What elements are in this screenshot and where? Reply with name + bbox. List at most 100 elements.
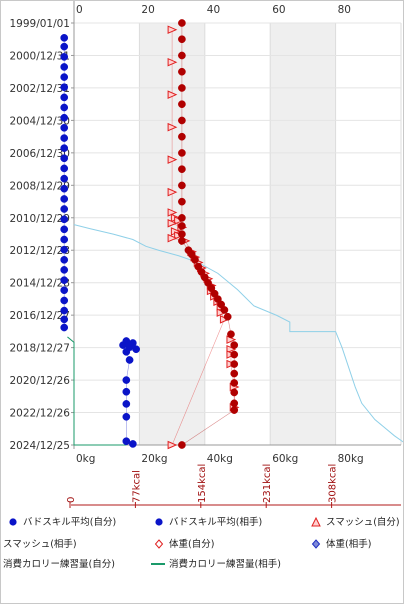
point-s0-11 [60, 144, 69, 152]
point-s0-14 [60, 174, 69, 183]
legend-label-5: 体重(相手) [326, 538, 371, 550]
legend-triangle-icon [311, 516, 321, 527]
point-s4-11 [178, 197, 186, 206]
y-tick-label-4: 2006/12/30 [9, 148, 70, 160]
x-top-tick-label-3: 60 [272, 4, 285, 16]
x-axis-top-labels: 02040608010 [76, 4, 351, 16]
point-s4-2 [178, 51, 186, 60]
y-tick-label-5: 2008/12/29 [9, 180, 70, 192]
series-marks [60, 19, 240, 450]
point-s4-15 [178, 237, 186, 245]
legend-item-4: 体重(自分) [154, 538, 214, 550]
point-s4-32 [230, 360, 239, 368]
legend-diamond-icon [311, 539, 321, 549]
point-s1-4 [132, 345, 140, 354]
point-s0-1 [60, 42, 69, 51]
point-s4-1 [178, 35, 186, 44]
kcal-tick-label-4: 308kcal [328, 464, 339, 503]
point-s4-3 [178, 67, 186, 76]
x-top-tick-label-0: 0 [76, 4, 83, 16]
point-s4-6 [178, 116, 186, 125]
legend-item-7: 消費カロリー練習量(相手) [151, 558, 281, 570]
point-s2-2 [167, 90, 178, 99]
point-s4-38 [178, 441, 186, 449]
legend-label-3: スマッシュ(相手) [3, 538, 77, 550]
point-s0-25 [60, 286, 69, 295]
point-s0-18 [60, 215, 69, 224]
legend-item-2: スマッシュ(自分) [311, 516, 400, 528]
point-s0-27 [60, 306, 69, 315]
legend-label-6: 消費カロリー練習量(自分) [3, 558, 115, 570]
point-s0-21 [60, 245, 69, 254]
point-s2-28 [167, 440, 178, 450]
point-s0-8 [60, 113, 69, 122]
point-s4-18 [191, 255, 199, 264]
series-line-7 [67, 336, 127, 446]
point-s0-13 [60, 164, 69, 173]
point-s2-9 [167, 218, 178, 228]
x-top-tick-label-2: 40 [207, 4, 220, 16]
x-bottom-tick-label-1: 20kg [141, 453, 167, 465]
point-s0-29 [60, 323, 69, 332]
point-s2-0 [167, 25, 178, 34]
point-s0-24 [60, 276, 69, 285]
legend-label-2: スマッシュ(自分) [326, 516, 400, 528]
point-s4-8 [178, 149, 186, 157]
y-tick-label-9: 2016/12/27 [9, 310, 70, 322]
point-s0-6 [60, 93, 69, 102]
y-tick-label-13: 2024/12/25 [9, 440, 70, 452]
point-s1-7 [122, 376, 131, 384]
kcal-tick-label-3: 231kcal [262, 464, 273, 503]
point-s2-3 [167, 122, 178, 132]
point-s0-3 [60, 63, 69, 71]
point-s0-28 [60, 315, 69, 324]
legend-label-7: 消費カロリー練習量(相手) [169, 558, 281, 570]
y-tick-label-6: 2010/12/29 [9, 213, 70, 225]
point-s4-37 [230, 406, 239, 414]
y-tick-label-11: 2020/12/26 [9, 375, 70, 387]
point-s1-8 [122, 387, 131, 396]
point-s4-31 [230, 350, 239, 359]
point-s0-9 [60, 123, 69, 132]
x-bottom-tick-label-0: 0kg [76, 453, 95, 465]
point-s0-10 [60, 134, 69, 142]
point-s2-4 [167, 155, 178, 164]
point-s4-0 [178, 19, 186, 27]
point-s1-2 [119, 341, 127, 349]
point-s1-10 [122, 412, 131, 421]
point-s0-23 [60, 266, 69, 274]
point-s4-34 [230, 379, 239, 387]
x-bottom-tick-label-3: 60kg [272, 453, 298, 465]
y-axis-labels: 1999/01/01 2000/12/31 2002/12/31 2004/12/30… [9, 18, 74, 452]
point-s2-13 [167, 233, 178, 243]
x-axis-bottom-labels: 0kg 20kg 40kg 60kg 80kg [76, 453, 364, 465]
x-top-tick-label-1: 20 [141, 4, 154, 16]
point-s0-5 [60, 83, 69, 92]
point-s1-6 [125, 356, 134, 364]
point-s0-26 [60, 296, 69, 305]
legend-circle-icon [9, 518, 17, 526]
x-top-tick-label-4: 80 [338, 4, 351, 16]
point-s4-10 [178, 181, 186, 190]
point-s1-5 [122, 347, 131, 356]
point-s4-14 [178, 230, 186, 238]
legend-item-3: スマッシュ(相手) [3, 538, 77, 550]
point-s4-12 [178, 214, 186, 222]
legend-label-1: バドスキル平均(相手) [169, 516, 262, 528]
x-bottom-tick-label-2: 40kg [207, 453, 233, 465]
y-tick-label-0: 1999/01/01 [9, 18, 70, 30]
point-s0-22 [60, 255, 69, 264]
point-s4-28 [223, 312, 232, 321]
y-tick-label-10: 2018/12/27 [9, 343, 70, 355]
point-s0-7 [60, 103, 69, 112]
kcal-tick-label-1: 77kcal [131, 470, 142, 503]
grid-lines [73, 22, 402, 446]
point-s4-33 [230, 369, 239, 378]
y-tick-label-8: 2014/12/28 [9, 278, 70, 290]
point-s4-5 [178, 100, 186, 109]
point-s3-1 [226, 344, 237, 354]
y-tick-label-7: 2012/12/28 [9, 245, 70, 257]
legend-item-1: バドスキル平均(相手) [155, 516, 262, 528]
point-s4-30 [230, 341, 239, 349]
